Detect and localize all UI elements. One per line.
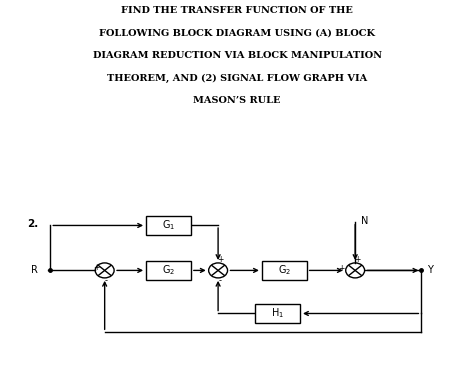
Text: -: -: [105, 276, 108, 285]
Text: G$_2$: G$_2$: [278, 264, 291, 277]
Bar: [146, 216, 191, 235]
Text: +: +: [338, 264, 344, 273]
Text: +: +: [217, 255, 223, 264]
Text: DIAGRAM REDUCTION VIA BLOCK MANIPULATION: DIAGRAM REDUCTION VIA BLOCK MANIPULATION: [92, 51, 382, 60]
Text: MASON’S RULE: MASON’S RULE: [193, 96, 281, 105]
Text: -: -: [219, 276, 221, 285]
Bar: [146, 261, 191, 280]
Text: G$_2$: G$_2$: [162, 264, 175, 277]
Text: +: +: [93, 263, 100, 272]
Text: THEOREM, AND (2) SIGNAL FLOW GRAPH VIA: THEOREM, AND (2) SIGNAL FLOW GRAPH VIA: [107, 74, 367, 83]
Text: Y: Y: [427, 265, 433, 275]
Text: +: +: [354, 255, 360, 264]
Text: R: R: [31, 265, 38, 275]
Text: FOLLOWING BLOCK DIAGRAM USING (A) BLOCK: FOLLOWING BLOCK DIAGRAM USING (A) BLOCK: [99, 29, 375, 38]
Text: 2.: 2.: [27, 218, 38, 229]
Text: FIND THE TRANSFER FUNCTION OF THE: FIND THE TRANSFER FUNCTION OF THE: [121, 6, 353, 15]
Bar: [255, 304, 300, 323]
Text: H$_1$: H$_1$: [271, 306, 284, 320]
Bar: [262, 261, 307, 280]
Text: G$_1$: G$_1$: [162, 218, 175, 232]
Text: N: N: [361, 216, 369, 226]
